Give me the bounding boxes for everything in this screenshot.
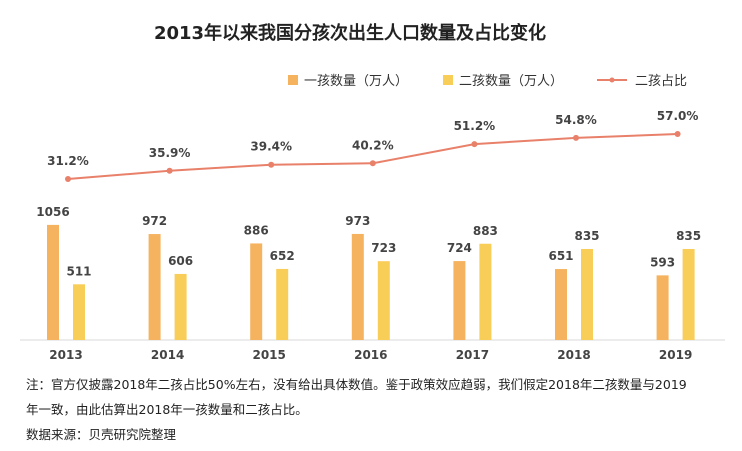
value-label-second-child: 511 — [66, 264, 91, 278]
value-label-second-child: 883 — [473, 224, 498, 238]
share-label: 40.2% — [352, 138, 394, 152]
value-label-first-child: 724 — [447, 241, 472, 255]
legend-marker-share — [609, 77, 615, 83]
legend-swatch-second-child — [443, 75, 453, 85]
bar-second-child — [377, 261, 390, 340]
value-label-first-child: 972 — [142, 214, 167, 228]
legend: 一孩数量（万人） 二孩数量（万人） 二孩占比 — [288, 74, 687, 89]
share-point — [471, 141, 478, 148]
bar-second-child — [682, 248, 695, 340]
value-label-first-child: 1056 — [36, 205, 69, 219]
x-tick-label: 2014 — [151, 348, 184, 362]
x-tick-label: 2017 — [456, 348, 489, 362]
bar-first-child — [453, 261, 466, 340]
legend-label-second-child: 二孩数量（万人） — [459, 74, 563, 89]
legend-swatch-first-child — [288, 75, 298, 85]
bar-first-child — [250, 243, 263, 340]
share-point — [369, 160, 376, 167]
bar-first-child — [47, 224, 59, 340]
value-label-first-child: 973 — [345, 214, 370, 228]
chart-title: 2013年以来我国分孩次出生人口数量及占比变化 — [154, 22, 546, 44]
data-source: 数据来源：贝壳研究院整理 — [26, 427, 177, 442]
share-point — [65, 176, 71, 182]
bar-second-child — [581, 248, 593, 340]
bar-second-child — [174, 273, 187, 340]
footnote-line-1: 注：官方仅披露2018年二孩占比50%左右，没有给出具体数值。鉴于政策效应趋弱，… — [26, 377, 687, 392]
bar-second-child — [479, 243, 492, 340]
legend-label-first-child: 一孩数量（万人） — [304, 74, 408, 89]
value-label-first-child: 593 — [650, 255, 675, 269]
bar-first-child — [555, 269, 567, 340]
share-label: 35.9% — [149, 146, 191, 160]
footnote-line-2: 年一致，由此估算出2018年一孩数量和二孩占比。 — [26, 402, 308, 417]
bar-first-child — [148, 234, 161, 340]
value-label-second-child: 606 — [168, 254, 193, 268]
share-point — [268, 161, 275, 168]
value-label-second-child: 835 — [574, 229, 599, 243]
bar-second-child — [73, 284, 85, 340]
value-label-second-child: 652 — [270, 249, 295, 263]
x-tick-label: 2015 — [252, 348, 285, 362]
share-point — [573, 134, 579, 141]
value-label-first-child: 886 — [244, 223, 269, 237]
share-point — [674, 131, 681, 138]
share-label: 31.2% — [47, 154, 89, 168]
x-tick-label: 2019 — [659, 348, 692, 362]
share-label: 57.0% — [657, 109, 699, 123]
value-label-first-child: 651 — [548, 249, 573, 263]
share-label: 51.2% — [454, 119, 496, 133]
bar-second-child — [276, 268, 289, 340]
bar-first-child — [351, 233, 364, 340]
bar-first-child — [656, 275, 669, 340]
x-tick-label: 2018 — [557, 348, 590, 362]
x-tick-label: 2013 — [49, 348, 82, 362]
share-label: 54.8% — [555, 113, 597, 127]
value-label-second-child: 723 — [371, 241, 396, 255]
x-tick-label: 2016 — [354, 348, 387, 362]
legend-label-share: 二孩占比 — [635, 74, 687, 89]
share-label: 39.4% — [250, 140, 292, 154]
value-label-second-child: 835 — [676, 229, 701, 243]
share-point — [166, 167, 173, 174]
